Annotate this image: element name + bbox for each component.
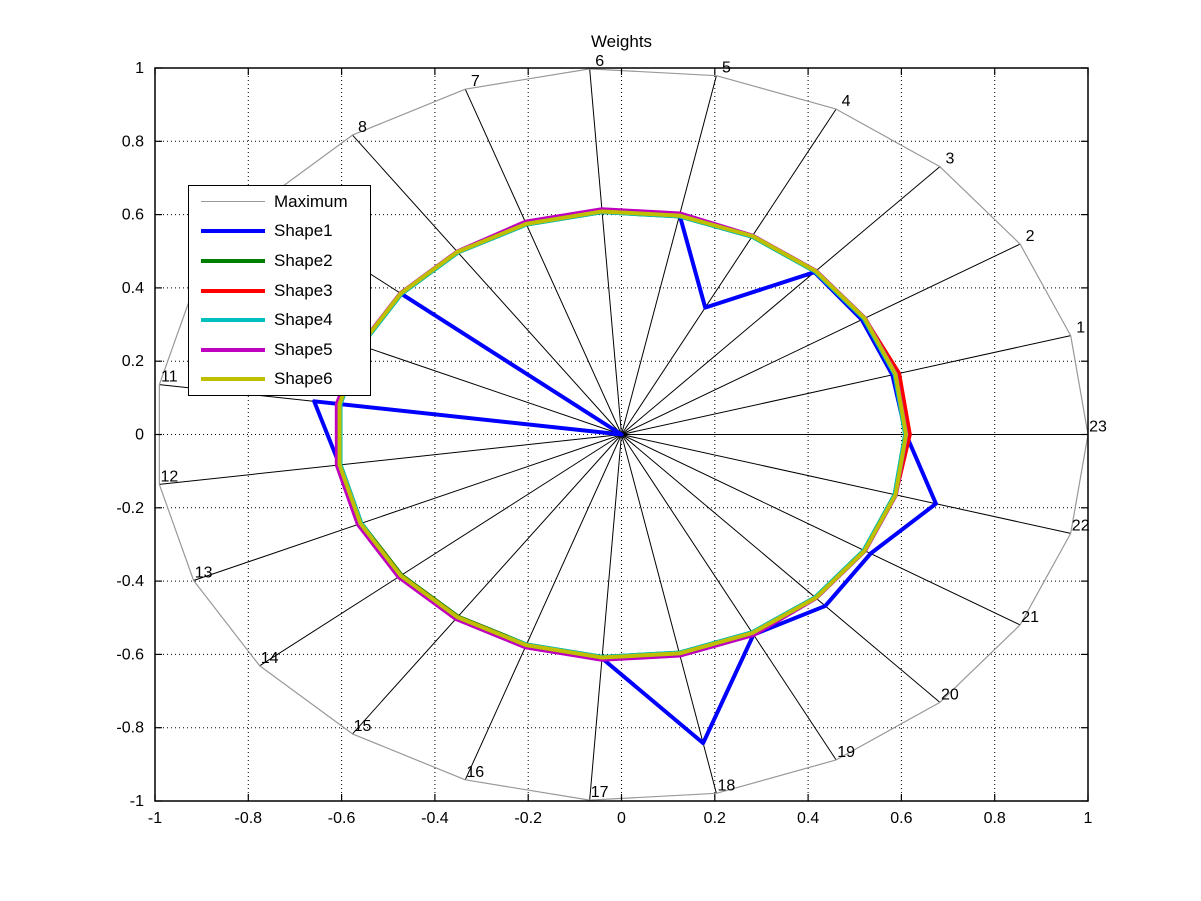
y-axis-tick-label: -0.4 bbox=[116, 573, 144, 590]
legend-item-shape4: Shape4 bbox=[189, 306, 370, 334]
y-axis-tick-label: 0 bbox=[135, 427, 144, 444]
spoke-line bbox=[621, 108, 837, 435]
spoke-label-18: 18 bbox=[718, 777, 736, 794]
spoke-line bbox=[464, 88, 622, 435]
y-axis-tick-label: 1 bbox=[135, 60, 144, 77]
spoke-label-3: 3 bbox=[945, 151, 954, 168]
spoke-label-7: 7 bbox=[471, 73, 480, 90]
spoke-label-17: 17 bbox=[591, 784, 609, 801]
spoke-label-15: 15 bbox=[354, 718, 372, 735]
spoke-line bbox=[352, 434, 622, 735]
spoke-line bbox=[589, 434, 622, 801]
y-axis-tick-label: -1 bbox=[130, 793, 144, 810]
legend-line-shape6 bbox=[201, 377, 265, 382]
legend-line-maximum bbox=[201, 200, 265, 203]
y-axis-tick-label: 0.4 bbox=[122, 280, 144, 297]
legend-item-shape1: Shape1 bbox=[189, 217, 370, 245]
y-axis-tick-label: 0.8 bbox=[122, 133, 144, 150]
spoke-label-1: 1 bbox=[1076, 320, 1085, 337]
spoke-line bbox=[621, 75, 717, 435]
x-axis-tick-label: 0.6 bbox=[890, 810, 912, 827]
y-axis-tick-label: -0.2 bbox=[116, 500, 144, 517]
chart-title: Weights bbox=[590, 32, 653, 51]
legend-item-maximum: Maximum bbox=[189, 188, 370, 216]
legend-label: Shape3 bbox=[274, 280, 333, 300]
spoke-label-16: 16 bbox=[466, 764, 484, 781]
spoke-label-23: 23 bbox=[1089, 419, 1107, 436]
y-axis-tick-label: 0.6 bbox=[122, 207, 144, 224]
spoke-label-2: 2 bbox=[1026, 228, 1035, 245]
spoke-line bbox=[621, 434, 941, 703]
y-axis-tick-label: -0.6 bbox=[116, 646, 144, 663]
spoke-label-19: 19 bbox=[837, 744, 855, 761]
legend-item-shape6: Shape6 bbox=[189, 365, 370, 393]
spoke-line bbox=[621, 335, 1071, 435]
spoke-line bbox=[621, 434, 837, 761]
spoke-line bbox=[159, 434, 622, 485]
legend-line-shape4 bbox=[201, 318, 265, 323]
spoke-line bbox=[621, 243, 1021, 435]
legend-label: Shape5 bbox=[274, 339, 333, 359]
legend-item-shape2: Shape2 bbox=[189, 247, 370, 275]
spoke-line bbox=[193, 434, 622, 581]
spoke-label-21: 21 bbox=[1021, 609, 1039, 626]
x-axis-tick-label: 1 bbox=[1084, 810, 1093, 827]
spoke-label-8: 8 bbox=[358, 119, 367, 136]
x-axis-tick-label: -0.6 bbox=[328, 810, 356, 827]
y-axis-tick-label: -0.8 bbox=[116, 720, 144, 737]
spoke-line bbox=[589, 68, 622, 435]
legend-item-shape5: Shape5 bbox=[189, 336, 370, 364]
legend-label: Maximum bbox=[274, 191, 348, 211]
x-axis-tick-label: 0.4 bbox=[797, 810, 819, 827]
legend-line-shape5 bbox=[201, 347, 265, 352]
spoke-label-11: 11 bbox=[161, 369, 178, 386]
legend-label: Shape6 bbox=[274, 369, 333, 389]
x-axis-tick-label: 0 bbox=[617, 810, 626, 827]
spoke-label-20: 20 bbox=[941, 686, 959, 703]
legend-line-shape3 bbox=[201, 288, 265, 293]
spoke-line bbox=[352, 134, 622, 435]
x-axis-tick-label: -0.2 bbox=[514, 810, 542, 827]
x-axis-tick-label: 0.8 bbox=[984, 810, 1006, 827]
series-polygon-maximum bbox=[158, 68, 1089, 801]
spoke-line bbox=[621, 434, 1021, 626]
y-axis-tick-label: 0.2 bbox=[122, 353, 144, 370]
spoke-label-4: 4 bbox=[842, 93, 851, 110]
series-polygon-shape6 bbox=[337, 209, 909, 660]
legend: Maximum Shape1 Shape2 Shape3 Shape4 Shap… bbox=[188, 185, 371, 396]
legend-label: Shape2 bbox=[274, 250, 333, 270]
spoke-line bbox=[621, 166, 941, 435]
legend-label: Shape1 bbox=[274, 221, 333, 241]
spoke-label-12: 12 bbox=[160, 468, 178, 485]
spoke-label-6: 6 bbox=[595, 53, 604, 70]
x-axis-tick-label: -1 bbox=[148, 810, 162, 827]
spoke-label-5: 5 bbox=[722, 60, 731, 77]
spoke-label-22: 22 bbox=[1072, 517, 1090, 534]
spoke-label-14: 14 bbox=[261, 650, 279, 667]
x-axis-tick-label: 0.2 bbox=[704, 810, 726, 827]
spoke-label-13: 13 bbox=[195, 565, 213, 582]
spoke-line bbox=[621, 434, 717, 794]
spoke-line bbox=[464, 434, 622, 781]
spoke-line bbox=[621, 434, 1071, 534]
legend-label: Shape4 bbox=[274, 310, 333, 330]
spoke-line bbox=[259, 434, 622, 667]
legend-item-shape3: Shape3 bbox=[189, 277, 370, 305]
x-axis-tick-label: -0.4 bbox=[421, 810, 449, 827]
legend-line-shape1 bbox=[201, 229, 265, 234]
x-axis-tick-label: -0.8 bbox=[235, 810, 263, 827]
legend-line-shape2 bbox=[201, 258, 265, 263]
